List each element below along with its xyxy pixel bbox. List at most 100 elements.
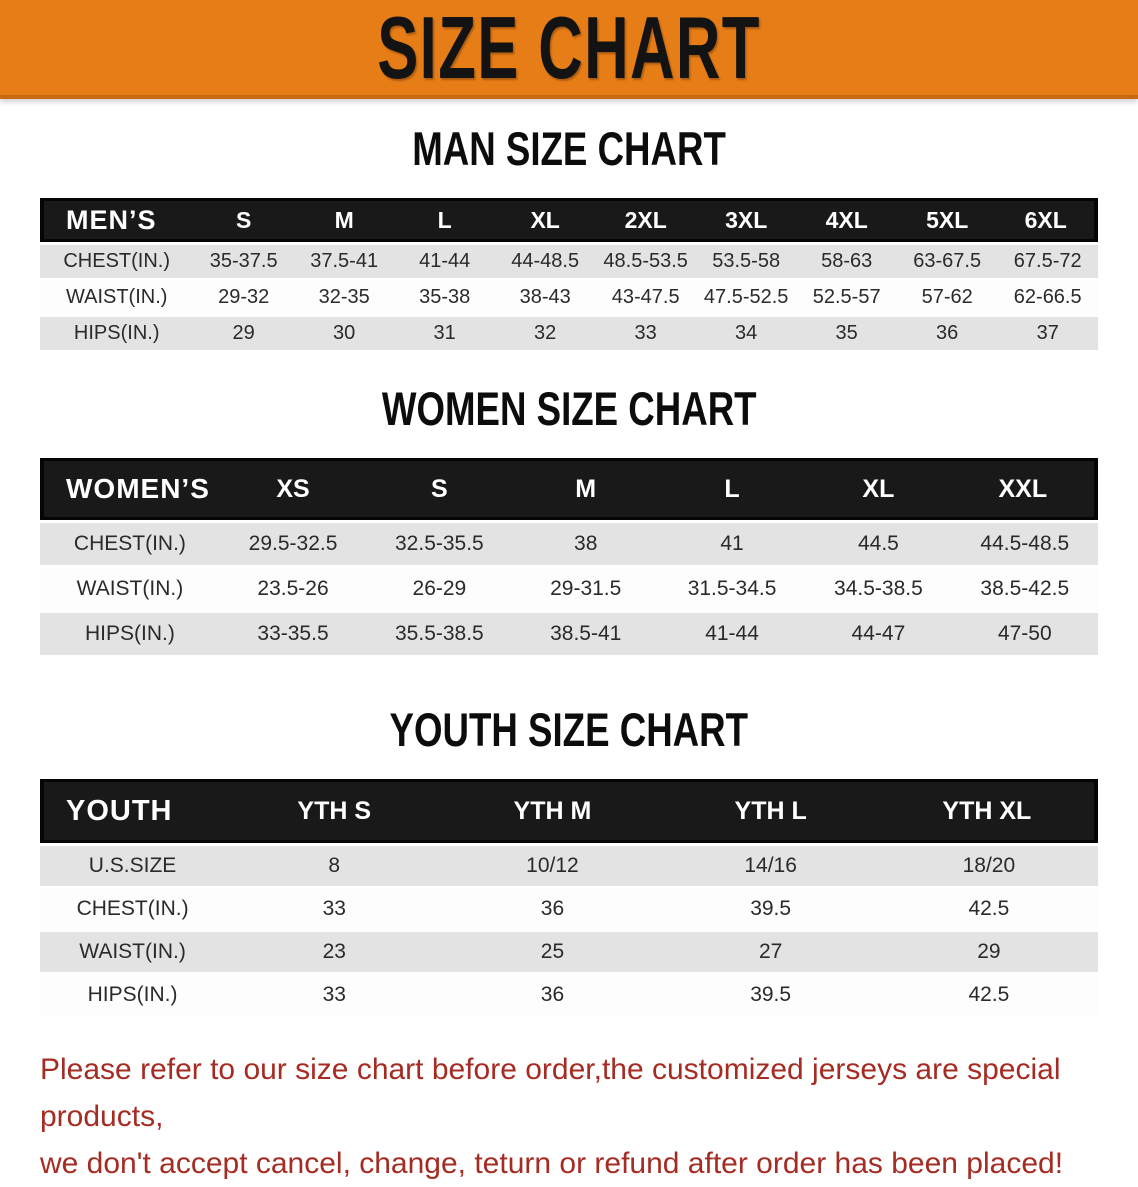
- women-size-table: WOMEN’S XS S M L XL XXL CHEST(IN.) 29.5-32.5 32.5…: [40, 455, 1098, 658]
- measurement-value: 23.5-26: [219, 568, 367, 610]
- measurement-row: HIPS(IN.) 33 36 39.5 42.5: [40, 975, 1098, 1015]
- measurement-value: 39.5: [661, 889, 880, 929]
- men-section-heading-text: MAN SIZE CHART: [412, 122, 726, 175]
- measurement-label: U.S.SIZE: [40, 846, 226, 886]
- measurement-value: 44-47: [805, 613, 952, 655]
- measurement-value: 29: [193, 317, 294, 350]
- size-column-header: 3XL: [695, 198, 797, 242]
- measurement-value: 37.5-41: [293, 245, 395, 278]
- size-column-header: M: [293, 198, 395, 242]
- measurement-value: 48.5-53.5: [595, 245, 696, 278]
- size-column-header: M: [512, 458, 659, 520]
- size-column-header: YTH XL: [879, 779, 1098, 843]
- measurement-value: 41-44: [658, 613, 806, 655]
- measurement-row: WAIST(IN.) 23 25 27 29: [40, 932, 1098, 972]
- table-title-cell: MEN’S: [40, 198, 194, 242]
- measurement-value: 38: [512, 523, 659, 565]
- size-column-header: XL: [805, 458, 952, 520]
- measurement-value: 57-62: [896, 281, 998, 314]
- measurement-value: 34.5-38.5: [805, 568, 952, 610]
- measurement-label: CHEST(IN.): [40, 889, 226, 929]
- table-title-cell: WOMEN’S: [40, 458, 220, 520]
- measurement-value: 38.5-41: [512, 613, 659, 655]
- size-column-header: L: [658, 458, 806, 520]
- measurement-value: 31.5-34.5: [658, 568, 806, 610]
- measurement-value: 26-29: [366, 568, 513, 610]
- size-chart-banner: SIZE CHART: [0, 0, 1138, 99]
- disclaimer-line-2: we don't accept cancel, change, teturn o…: [40, 1147, 1064, 1180]
- size-column-header: YTH M: [443, 779, 662, 843]
- measurement-row: CHEST(IN.) 33 36 39.5 42.5: [40, 889, 1098, 929]
- measurement-value: 53.5-58: [695, 245, 797, 278]
- measurement-value: 38-43: [494, 281, 596, 314]
- measurement-value: 42.5: [879, 975, 1098, 1015]
- measurement-value: 33-35.5: [219, 613, 367, 655]
- measurement-value: 58-63: [796, 245, 897, 278]
- measurement-value: 31: [394, 317, 495, 350]
- size-column-header: YTH L: [661, 779, 880, 843]
- measurement-value: 41-44: [394, 245, 495, 278]
- measurement-value: 47-50: [951, 613, 1098, 655]
- measurement-value: 10/12: [443, 846, 662, 886]
- measurement-value: 29.5-32.5: [219, 523, 367, 565]
- measurement-value: 44-48.5: [494, 245, 596, 278]
- men-size-table: MEN’S S M L XL 2XL 3XL 4XL 5XL 6XL CHEST(IN.) 35-37…: [40, 195, 1098, 353]
- measurement-value: 30: [293, 317, 395, 350]
- measurement-value: 33: [595, 317, 696, 350]
- measurement-value: 29: [879, 932, 1098, 972]
- table-header-row: YOUTH YTH S YTH M YTH L YTH XL: [40, 779, 1098, 843]
- measurement-value: 32.5-35.5: [366, 523, 513, 565]
- measurement-row: HIPS(IN.) 29 30 31 32 33 34 35 36 37: [40, 317, 1098, 350]
- measurement-value: 35-37.5: [193, 245, 294, 278]
- measurement-value: 25: [443, 932, 662, 972]
- size-column-header: YTH S: [225, 779, 444, 843]
- disclaimer-note: Please refer to our size chart before or…: [40, 1046, 1120, 1187]
- measurement-value: 32-35: [293, 281, 395, 314]
- measurement-value: 33: [225, 975, 444, 1015]
- measurement-label: HIPS(IN.): [40, 975, 226, 1015]
- size-column-header: XS: [219, 458, 367, 520]
- measurement-value: 29-31.5: [512, 568, 659, 610]
- measurement-value: 32: [494, 317, 596, 350]
- measurement-row: WAIST(IN.) 23.5-26 26-29 29-31.5 31.5-34.5 34…: [40, 568, 1098, 610]
- women-section-heading-text: WOMEN SIZE CHART: [381, 382, 757, 435]
- measurement-value: 35-38: [394, 281, 495, 314]
- measurement-value: 18/20: [879, 846, 1098, 886]
- measurement-label: WAIST(IN.): [40, 281, 194, 314]
- measurement-value: 34: [695, 317, 797, 350]
- disclaimer-line-1: Please refer to our size chart before or…: [40, 1053, 1061, 1133]
- measurement-value: 39.5: [661, 975, 880, 1015]
- size-column-header: L: [394, 198, 495, 242]
- measurement-value: 37: [997, 317, 1098, 350]
- measurement-row: WAIST(IN.) 29-32 32-35 35-38 38-43 43-47.5 47.…: [40, 281, 1098, 314]
- measurement-row: CHEST(IN.) 35-37.5 37.5-41 41-44 44-48.5 48.5…: [40, 245, 1098, 278]
- measurement-value: 29-32: [193, 281, 294, 314]
- measurement-value: 47.5-52.5: [695, 281, 797, 314]
- measurement-value: 36: [443, 889, 662, 929]
- measurement-row: CHEST(IN.) 29.5-32.5 32.5-35.5 38 41 44.5 44.5…: [40, 523, 1098, 565]
- measurement-row: U.S.SIZE 8 10/12 14/16 18/20: [40, 846, 1098, 886]
- measurement-value: 23: [225, 932, 444, 972]
- measurement-row: HIPS(IN.) 33-35.5 35.5-38.5 38.5-41 41-44 44-…: [40, 613, 1098, 655]
- measurement-value: 35: [796, 317, 897, 350]
- measurement-value: 67.5-72: [997, 245, 1098, 278]
- measurement-value: 44.5-48.5: [951, 523, 1098, 565]
- measurement-value: 38.5-42.5: [951, 568, 1098, 610]
- size-column-header: XL: [494, 198, 596, 242]
- measurement-value: 41: [658, 523, 806, 565]
- measurement-label: HIPS(IN.): [40, 317, 194, 350]
- size-column-header: XXL: [951, 458, 1098, 520]
- banner-title: SIZE CHART: [377, 0, 761, 97]
- table-header-row: MEN’S S M L XL 2XL 3XL 4XL 5XL 6XL: [40, 198, 1098, 242]
- measurement-value: 36: [443, 975, 662, 1015]
- size-column-header: 6XL: [997, 198, 1098, 242]
- measurement-value: 14/16: [661, 846, 880, 886]
- size-column-header: 5XL: [896, 198, 998, 242]
- table-header-row: WOMEN’S XS S M L XL XXL: [40, 458, 1098, 520]
- measurement-label: CHEST(IN.): [40, 245, 194, 278]
- youth-size-table: YOUTH YTH S YTH M YTH L YTH XL U.S.SIZE 8 10/12…: [40, 776, 1098, 1018]
- youth-section-heading-text: YOUTH SIZE CHART: [389, 703, 749, 756]
- measurement-value: 63-67.5: [896, 245, 998, 278]
- measurement-value: 8: [225, 846, 444, 886]
- measurement-label: CHEST(IN.): [40, 523, 220, 565]
